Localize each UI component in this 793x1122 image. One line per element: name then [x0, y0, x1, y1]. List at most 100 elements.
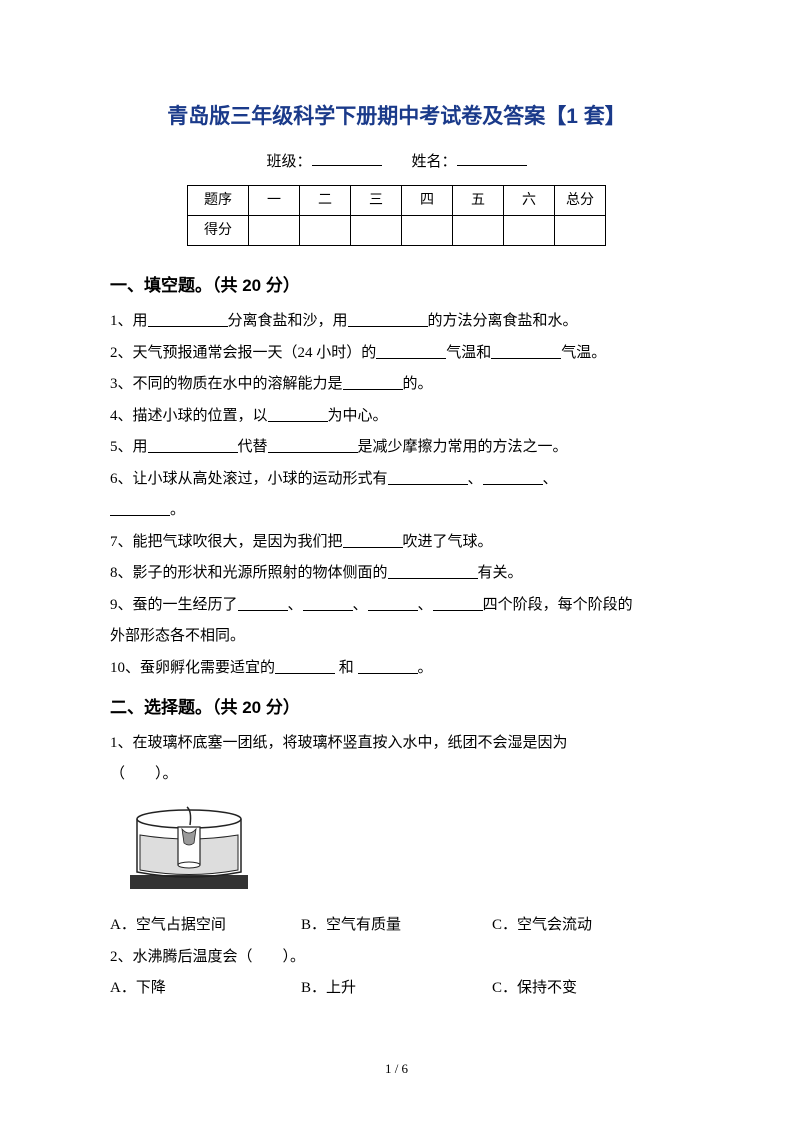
table-row: 得分 [188, 215, 606, 245]
q6-text: 、 [543, 471, 558, 487]
fill-blank [148, 311, 228, 327]
fill-blank [368, 595, 418, 611]
q10-text: 和 [335, 660, 358, 676]
fill-blank [303, 595, 353, 611]
q2: 2、天气预报通常会报一天（24 小时）的 气温和 气温。 [110, 338, 683, 370]
fill-blank [376, 343, 446, 359]
td-blank [453, 215, 504, 245]
td-blank [555, 215, 606, 245]
th-3: 三 [351, 185, 402, 215]
class-blank [312, 150, 382, 166]
q2-text: 气温和 [446, 345, 491, 361]
exam-page: 青岛版三年级科学下册期中考试卷及答案【1 套】 班级： 姓名： 题序 一 二 三… [0, 0, 793, 1122]
q7-text: 吹进了气球。 [403, 534, 493, 550]
q9: 9、蚕的一生经历了 、 、 、 四个阶段，每个阶段的 [110, 590, 683, 622]
q3-text: 3、不同的物质在水中的溶解能力是 [110, 376, 343, 392]
fill-blank [268, 406, 328, 422]
s2-q1-text: 1、在玻璃杯底塞一团纸，将玻璃杯竖直按入水中，纸团不会湿是因为 [110, 735, 568, 751]
q5-text: 5、用 [110, 439, 148, 455]
fill-blank [433, 595, 483, 611]
fill-blank [348, 311, 428, 327]
page-number: 1 / 6 [0, 1055, 793, 1082]
q6: 6、让小球从高处滚过，小球的运动形式有 、 、 [110, 464, 683, 496]
student-info-line: 班级： 姓名： [110, 147, 683, 179]
q9-cont: 外部形态各不相同。 [110, 621, 683, 653]
q9-text: 外部形态各不相同。 [110, 628, 245, 644]
q6-cont: 。 [110, 495, 683, 527]
name-label: 姓名： [412, 154, 457, 170]
q10-text: 。 [418, 660, 433, 676]
td-blank [402, 215, 453, 245]
fill-blank [238, 595, 288, 611]
th-seq: 题序 [188, 185, 249, 215]
q9-text: 、 [288, 597, 303, 613]
score-table: 题序 一 二 三 四 五 六 总分 得分 [187, 185, 606, 247]
q10-text: 10、蚕卵孵化需要适宜的 [110, 660, 275, 676]
th-5: 五 [453, 185, 504, 215]
table-row: 题序 一 二 三 四 五 六 总分 [188, 185, 606, 215]
q10: 10、蚕卵孵化需要适宜的 和 。 [110, 653, 683, 685]
section1-heading: 一、填空题。（共 20 分） [110, 268, 683, 304]
td-blank [504, 215, 555, 245]
fill-blank [343, 532, 403, 548]
opt-c: C．空气会流动 [492, 910, 683, 942]
fill-blank [148, 437, 238, 453]
th-6: 六 [504, 185, 555, 215]
q6-text: 、 [468, 471, 483, 487]
q8-text: 8、影子的形状和光源所照射的物体侧面的 [110, 565, 388, 581]
fill-blank [343, 374, 403, 390]
td-blank [351, 215, 402, 245]
fill-blank [110, 500, 170, 516]
s2-q2-options: A．下降 B．上升 C．保持不变 [110, 973, 683, 1005]
td-score-label: 得分 [188, 215, 249, 245]
q5: 5、用 代替 是减少摩擦力常用的方法之一。 [110, 432, 683, 464]
q7-text: 7、能把气球吹很大，是因为我们把 [110, 534, 343, 550]
opt-a: A．空气占据空间 [110, 910, 301, 942]
s2-q1-paren: （ ）。 [110, 759, 683, 791]
q9-text: 、 [353, 597, 368, 613]
q1: 1、用 分离食盐和沙，用 的方法分离食盐和水。 [110, 306, 683, 338]
q9-text: 、 [418, 597, 433, 613]
fill-blank [358, 658, 418, 674]
q2-text: 2、天气预报通常会报一天（24 小时）的 [110, 345, 376, 361]
q5-text: 是减少摩擦力常用的方法之一。 [358, 439, 568, 455]
q4: 4、描述小球的位置，以 为中心。 [110, 401, 683, 433]
q1-text: 分离食盐和沙，用 [228, 313, 348, 329]
q6-text: 。 [170, 502, 185, 518]
q5-text: 代替 [238, 439, 268, 455]
section2-heading: 二、选择题。（共 20 分） [110, 690, 683, 726]
q9-text: 9、蚕的一生经历了 [110, 597, 238, 613]
td-blank [249, 215, 300, 245]
q6-text: 6、让小球从高处滚过，小球的运动形式有 [110, 471, 388, 487]
q8: 8、影子的形状和光源所照射的物体侧面的 有关。 [110, 558, 683, 590]
q9-text: 四个阶段，每个阶段的 [483, 597, 633, 613]
q3: 3、不同的物质在水中的溶解能力是 的。 [110, 369, 683, 401]
q3-text: 的。 [403, 376, 433, 392]
beaker-diagram [122, 797, 262, 892]
s2-q1: 1、在玻璃杯底塞一团纸，将玻璃杯竖直按入水中，纸团不会湿是因为 [110, 728, 683, 760]
th-2: 二 [300, 185, 351, 215]
q1-text: 的方法分离食盐和水。 [428, 313, 578, 329]
q1-text: 1、用 [110, 313, 148, 329]
fill-blank [491, 343, 561, 359]
th-total: 总分 [555, 185, 606, 215]
opt-c: C．保持不变 [492, 973, 683, 1005]
q7: 7、能把气球吹很大，是因为我们把 吹进了气球。 [110, 527, 683, 559]
opt-a: A．下降 [110, 973, 301, 1005]
class-label: 班级： [266, 154, 311, 170]
th-1: 一 [249, 185, 300, 215]
opt-b: B．空气有质量 [301, 910, 492, 942]
td-blank [300, 215, 351, 245]
fill-blank [388, 563, 478, 579]
q8-text: 有关。 [478, 565, 523, 581]
q4-text: 4、描述小球的位置，以 [110, 408, 268, 424]
fill-blank [483, 469, 543, 485]
fill-blank [388, 469, 468, 485]
q2-text: 气温。 [561, 345, 606, 361]
opt-b: B．上升 [301, 973, 492, 1005]
s2-q2: 2、水沸腾后温度会（ ）。 [110, 942, 683, 974]
s2-q1-options: A．空气占据空间 B．空气有质量 C．空气会流动 [110, 910, 683, 942]
fill-blank [268, 437, 358, 453]
q4-text: 为中心。 [328, 408, 388, 424]
th-4: 四 [402, 185, 453, 215]
